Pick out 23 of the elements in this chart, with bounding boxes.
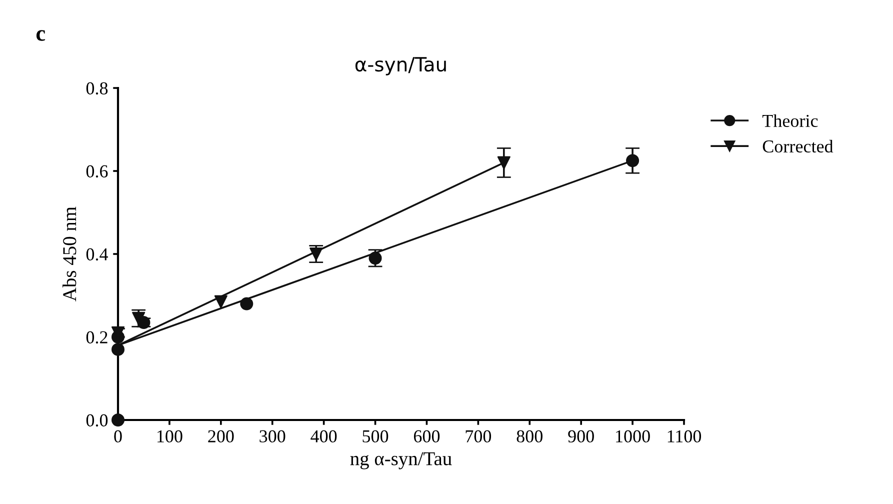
x-tick-label: 100: [158, 430, 182, 442]
x-tick-label: 1000: [616, 430, 650, 442]
x-axis-title: ng α-syn/Tau: [350, 452, 452, 470]
x-tick-label: 600: [414, 430, 440, 442]
y-tick-label: 0.2: [86, 331, 108, 344]
x-tick-label: 400: [310, 430, 337, 442]
x-tick-label: 0: [114, 430, 122, 442]
y-tick-label: 0.0: [86, 414, 108, 427]
x-tick-label: 1100: [668, 430, 702, 442]
y-tick-label: 0.8: [86, 82, 108, 95]
x-tick-label: 900: [568, 430, 594, 442]
text: c: [36, 30, 46, 41]
y-tick-label: 0.4: [86, 248, 108, 261]
x-tick-label: 800: [516, 430, 542, 442]
x-tick-label: 500: [362, 430, 388, 442]
legend-label: Theoric: [762, 114, 818, 128]
legend-label: Corrected: [762, 140, 834, 153]
x-tick-label: 200: [208, 430, 234, 442]
chart-title: α-syn/Tau: [355, 57, 446, 76]
y-tick-label: 0.6: [86, 165, 108, 178]
x-tick-label: 700: [466, 430, 492, 442]
y-axis-title: Abs 450 nm: [62, 206, 76, 302]
x-tick-label: 300: [260, 430, 286, 442]
